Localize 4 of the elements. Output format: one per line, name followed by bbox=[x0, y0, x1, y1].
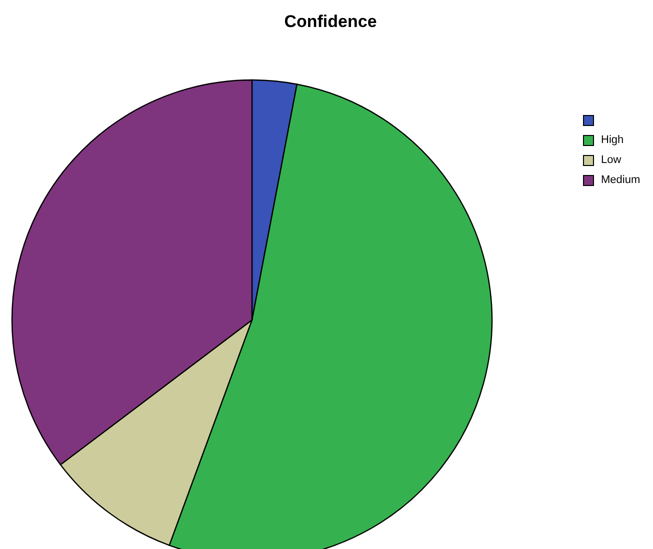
chart-title: Confidence bbox=[283, 11, 378, 33]
legend-label: Medium bbox=[601, 174, 640, 186]
legend-label: Low bbox=[601, 154, 622, 166]
legend-label: High bbox=[601, 134, 624, 146]
